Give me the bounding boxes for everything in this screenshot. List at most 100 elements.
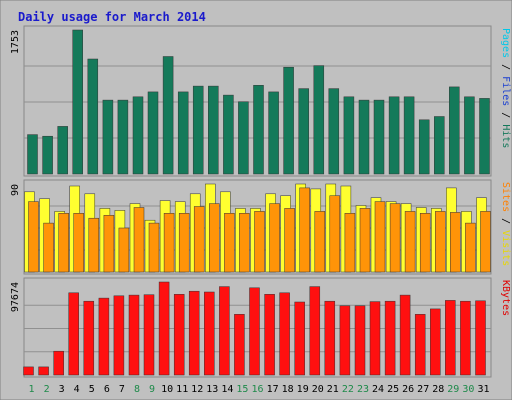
x-label-day-13: 13 xyxy=(206,384,218,395)
x-label-day-16: 16 xyxy=(251,384,263,395)
x-label-day-26: 26 xyxy=(402,384,414,395)
bar-sites-day-19 xyxy=(299,187,310,273)
bar-hits-day-27 xyxy=(418,119,430,175)
bar-sites-day-15 xyxy=(239,213,250,273)
bar-kbytes-day-12 xyxy=(188,290,200,376)
legend-separator: / xyxy=(500,212,511,230)
chart-panels: 1753 Pages / Files / Hits 90 Sites / Visits… xyxy=(10,25,511,378)
bar-sites-day-29 xyxy=(450,212,461,273)
x-label-day-14: 14 xyxy=(221,384,233,395)
bar-kbytes-day-16 xyxy=(249,287,260,376)
bar-sites-day-25 xyxy=(389,203,401,273)
bar-hits-day-19 xyxy=(298,88,309,175)
bar-kbytes-day-17 xyxy=(264,294,275,376)
bar-kbytes-day-10 xyxy=(158,281,170,376)
bar-hits-day-15 xyxy=(238,101,249,175)
x-label-day-27: 27 xyxy=(417,384,429,395)
legend-label: Hits xyxy=(500,124,511,148)
x-label-day-2: 2 xyxy=(44,384,50,395)
x-label-day-5: 5 xyxy=(89,384,95,395)
bar-sites-day-1 xyxy=(28,201,39,273)
bar-kbytes-day-18 xyxy=(279,292,290,376)
x-label-day-30: 30 xyxy=(462,384,474,395)
x-label-day-7: 7 xyxy=(119,384,125,395)
bar-kbytes-day-30 xyxy=(460,300,471,376)
x-label-day-9: 9 xyxy=(149,384,155,395)
bar-kbytes-day-22 xyxy=(339,305,351,376)
bar-kbytes-day-15 xyxy=(234,314,245,376)
legend-bottom: KBytes xyxy=(500,280,511,316)
bar-sites-day-5 xyxy=(88,217,100,273)
bar-hits-day-11 xyxy=(177,91,189,175)
x-label-day-4: 4 xyxy=(74,384,80,395)
max-label-bottom: 97674 xyxy=(10,282,21,312)
chart-title: Daily usage for March 2014 xyxy=(18,10,206,24)
max-label-top: 1753 xyxy=(10,30,21,54)
bar-sites-day-3 xyxy=(58,213,69,273)
bar-hits-day-23 xyxy=(358,99,370,175)
bar-kbytes-day-5 xyxy=(83,300,95,376)
bar-hits-day-13 xyxy=(208,85,219,175)
bar-sites-day-14 xyxy=(224,213,235,273)
bar-hits-day-7 xyxy=(117,99,129,175)
bar-sites-day-6 xyxy=(103,215,115,273)
bar-sites-day-10 xyxy=(163,213,175,273)
bar-hits-day-31 xyxy=(479,98,490,175)
bar-kbytes-day-8 xyxy=(128,294,140,376)
bar-kbytes-day-28 xyxy=(430,308,441,376)
legend-label: Sites xyxy=(500,182,511,212)
bar-sites-day-27 xyxy=(419,213,431,273)
bar-hits-day-24 xyxy=(373,99,385,175)
bar-sites-day-13 xyxy=(209,203,220,273)
bar-sites-day-21 xyxy=(329,195,341,273)
x-label-day-11: 11 xyxy=(176,384,188,395)
bar-sites-day-17 xyxy=(269,203,280,273)
legend-label: Visits xyxy=(500,230,511,266)
legend-label: Files xyxy=(500,76,511,106)
bar-hits-day-22 xyxy=(343,96,355,175)
bar-kbytes-day-13 xyxy=(204,291,215,376)
bar-hits-day-21 xyxy=(328,88,340,175)
bar-sites-day-16 xyxy=(254,211,265,273)
x-label-day-10: 10 xyxy=(161,384,173,395)
bar-kbytes-day-26 xyxy=(399,294,411,376)
bar-hits-day-29 xyxy=(449,86,460,175)
x-label-day-19: 19 xyxy=(297,384,309,395)
x-label-day-6: 6 xyxy=(104,384,110,395)
x-label-day-8: 8 xyxy=(134,384,140,395)
bar-kbytes-day-27 xyxy=(414,314,426,376)
x-label-day-12: 12 xyxy=(191,384,203,395)
legend-separator: / xyxy=(500,106,511,124)
bar-sites-day-23 xyxy=(359,208,371,273)
bar-sites-day-22 xyxy=(344,213,356,273)
bar-hits-day-4 xyxy=(72,29,83,175)
bar-hits-day-1 xyxy=(27,134,38,175)
bar-kbytes-day-19 xyxy=(294,301,305,376)
bar-kbytes-day-11 xyxy=(173,294,185,376)
bar-hits-day-25 xyxy=(388,96,400,175)
bar-sites-day-24 xyxy=(374,201,386,273)
bar-sites-day-7 xyxy=(118,227,130,273)
legend-top: Pages / Files / Hits xyxy=(500,28,511,148)
bar-sites-day-20 xyxy=(314,211,326,273)
bar-kbytes-day-9 xyxy=(143,294,155,376)
x-label-day-20: 20 xyxy=(312,384,324,395)
bar-hits-day-20 xyxy=(313,65,325,175)
x-label-day-28: 28 xyxy=(432,384,444,395)
legend-label: KBytes xyxy=(500,280,511,316)
bar-sites-day-18 xyxy=(284,208,295,273)
bar-sites-day-31 xyxy=(480,211,491,273)
bar-kbytes-day-6 xyxy=(98,297,110,376)
bar-hits-day-10 xyxy=(162,56,174,175)
x-label-day-3: 3 xyxy=(59,384,65,395)
bar-kbytes-day-31 xyxy=(475,300,486,376)
bar-hits-day-8 xyxy=(132,96,144,175)
x-label-day-21: 21 xyxy=(327,384,339,395)
legend-mid: Sites / Visits xyxy=(500,182,511,266)
bar-kbytes-day-7 xyxy=(113,295,125,376)
bar-hits-day-30 xyxy=(464,96,475,175)
bar-kbytes-day-4 xyxy=(68,292,79,376)
bar-sites-day-26 xyxy=(404,211,416,273)
bar-hits-day-14 xyxy=(223,94,234,175)
bar-sites-day-30 xyxy=(465,222,476,273)
